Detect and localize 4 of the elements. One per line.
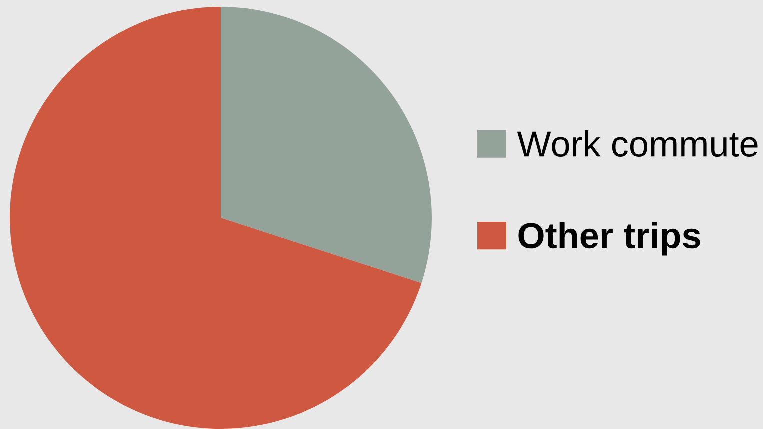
- pie-slice: [221, 7, 432, 284]
- legend-label: Other trips: [518, 222, 700, 256]
- legend-label: Work commute: [517, 130, 758, 158]
- pie-slice: [10, 7, 422, 429]
